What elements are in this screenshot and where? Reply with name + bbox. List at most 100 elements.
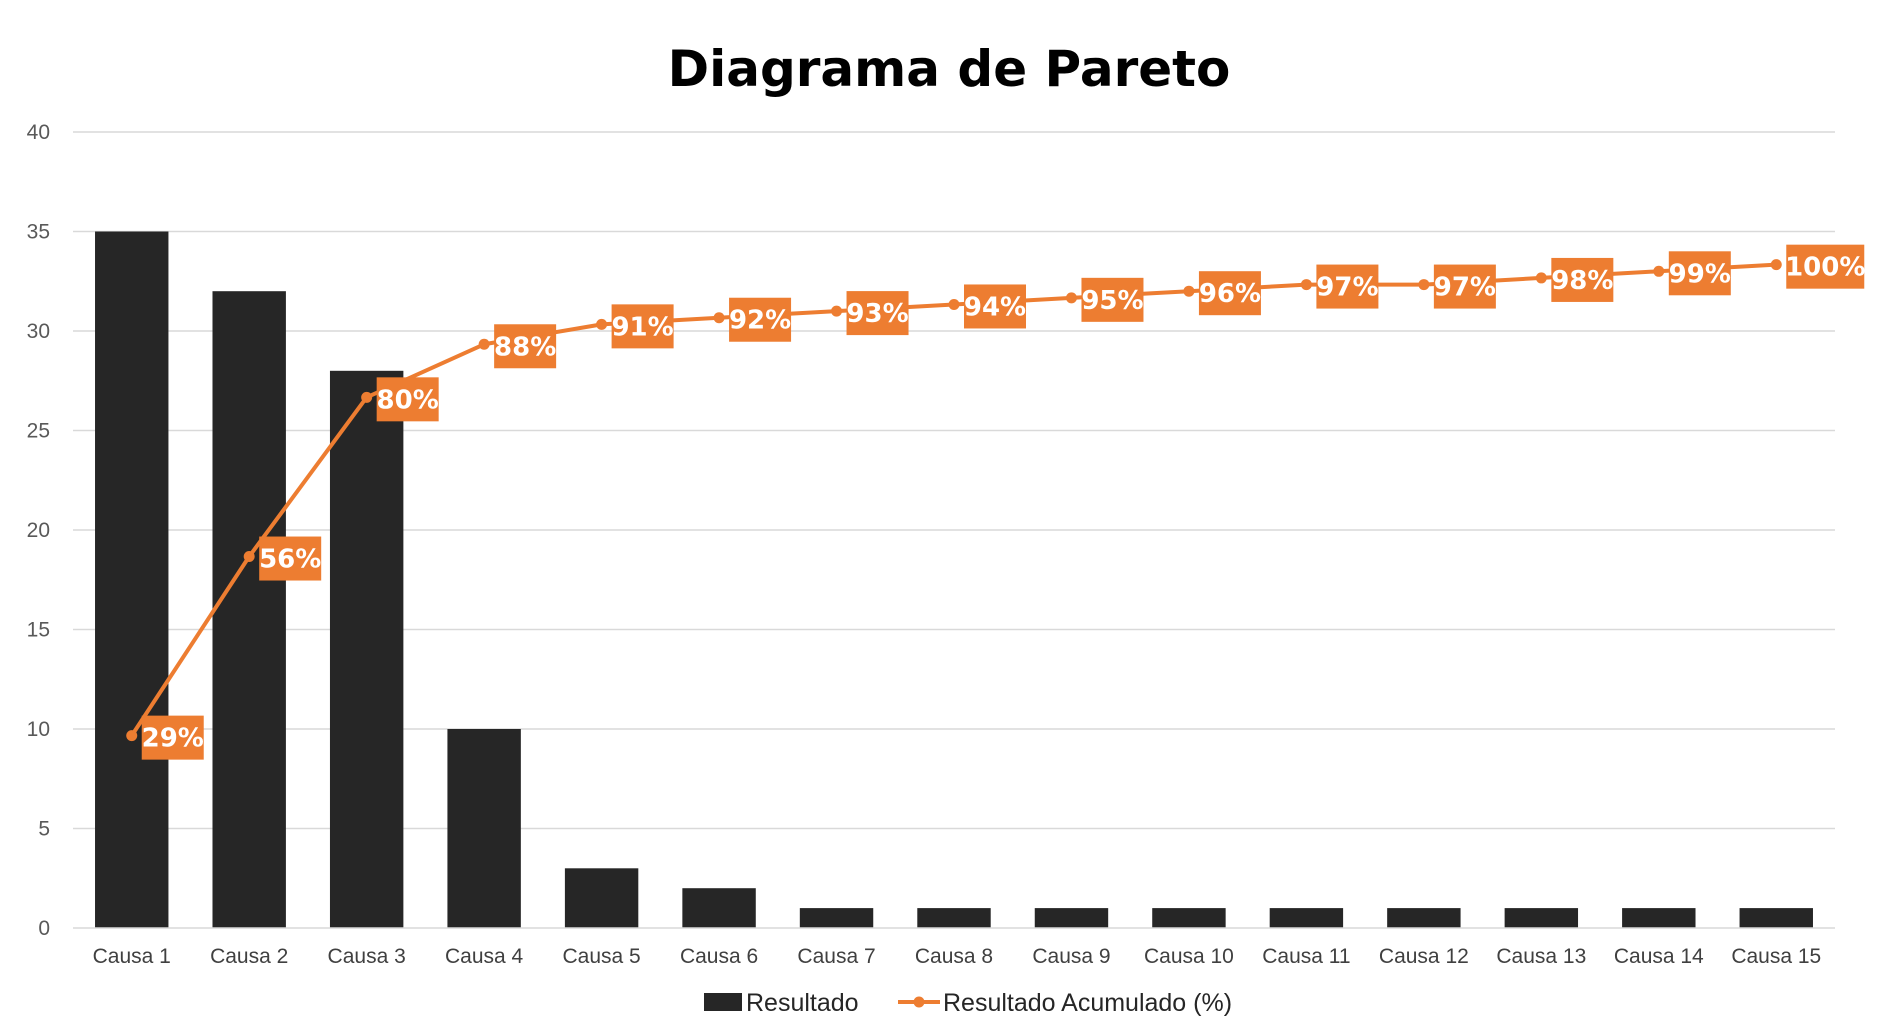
data-label-11: 97% (1316, 264, 1379, 309)
bar-9 (1034, 908, 1109, 928)
data-label-4: 88% (494, 324, 557, 369)
x-tick-label: Causa 7 (797, 945, 875, 968)
line-point-6 (713, 312, 725, 324)
data-label-box (964, 284, 1026, 329)
data-label-text: 96% (1199, 279, 1261, 309)
data-label-text: 97% (1434, 273, 1496, 303)
line-point-13 (1535, 272, 1547, 284)
data-label-3: 80% (376, 377, 439, 422)
data-label-text: 80% (377, 385, 439, 415)
data-label-box (376, 377, 439, 422)
line-point-8 (948, 298, 960, 310)
x-tick-label: Causa 9 (1032, 945, 1110, 968)
x-tick-label: Causa 15 (1731, 945, 1821, 968)
bar-13 (1504, 908, 1579, 928)
data-label-text: 94% (964, 292, 1026, 322)
data-label-box (1551, 257, 1614, 302)
bar-6 (682, 888, 756, 928)
line-point-2 (243, 551, 255, 563)
data-label-box (729, 297, 792, 342)
data-label-5: 91% (611, 304, 674, 349)
x-tick-label: Causa 10 (1144, 945, 1234, 968)
y-tick-label: 30 (27, 320, 50, 343)
x-tick-label: Causa 4 (445, 945, 524, 968)
legend: Resultado Resultado Acumulado (%) (704, 989, 1232, 1017)
y-tick-label: 35 (27, 221, 50, 244)
bar-3 (329, 370, 404, 928)
line-point-12 (1418, 279, 1430, 291)
bar-2 (212, 291, 286, 928)
bar-12 (1387, 908, 1461, 928)
data-label-15: 100% (1785, 244, 1865, 289)
y-tick-label: 15 (27, 619, 50, 642)
y-tick-label: 20 (27, 519, 50, 542)
y-axis-ticks: 0 5 10 15 20 25 30 35 40 (27, 121, 50, 940)
line-point-14 (1653, 265, 1665, 277)
data-label-box (1668, 251, 1731, 296)
bar-1 (95, 231, 169, 928)
bar-11 (1269, 908, 1344, 928)
x-tick-label: Causa 11 (1262, 945, 1350, 968)
data-label-text: 88% (494, 332, 556, 362)
bar-10 (1152, 908, 1226, 928)
data-label-text: 99% (1669, 259, 1731, 289)
line-point-10 (1183, 285, 1195, 297)
data-label-2: 56% (259, 536, 322, 581)
data-label-1: 29% (141, 715, 204, 760)
data-label-text: 98% (1551, 266, 1613, 296)
data-label-box (1198, 271, 1261, 316)
x-tick-label: Causa 14 (1614, 945, 1704, 968)
data-label-text: 56% (259, 545, 321, 575)
y-tick-label: 40 (27, 121, 50, 144)
bar-4 (447, 729, 521, 928)
data-label-box (846, 291, 909, 336)
data-label-text: 29% (142, 724, 204, 754)
data-label-8: 94% (964, 284, 1026, 329)
x-tick-label: Causa 6 (680, 945, 758, 968)
bar-5 (564, 868, 639, 928)
data-label-box (1786, 244, 1865, 289)
y-tick-label: 0 (38, 917, 50, 940)
data-label-text: 91% (611, 312, 673, 342)
bar-14 (1622, 908, 1696, 928)
legend-swatch-marker (913, 996, 925, 1008)
line-point-5 (596, 318, 608, 330)
x-tick-label: Causa 12 (1379, 945, 1469, 968)
bar-7 (799, 908, 874, 928)
x-tick-label: Causa 2 (210, 945, 288, 968)
line-point-11 (1300, 279, 1312, 291)
data-label-box (141, 715, 204, 760)
x-tick-label: Causa 8 (915, 945, 993, 968)
line-point-1 (126, 730, 138, 742)
data-label-text: 100% (1785, 253, 1865, 283)
line-point-4 (478, 338, 490, 350)
data-label-12: 97% (1433, 264, 1496, 309)
x-axis: Causa 1 Causa 2 Causa 3 Causa 4 Causa 5 Causa… (73, 927, 1835, 968)
data-label-14: 99% (1668, 251, 1731, 296)
data-label-box (1081, 277, 1144, 322)
y-tick-label: 10 (27, 718, 50, 741)
x-tick-label: Causa 1 (93, 945, 171, 968)
data-label-text: 95% (1081, 286, 1143, 316)
data-label-box (1316, 264, 1379, 309)
data-label-box (1433, 264, 1496, 309)
bar-15 (1739, 908, 1813, 928)
data-label-7: 93% (846, 291, 909, 336)
data-label-box (259, 536, 322, 581)
data-label-box (611, 304, 674, 349)
y-tick-label: 5 (38, 818, 50, 841)
legend-label-line: Resultado Acumulado (%) (943, 989, 1232, 1017)
y-tick-label: 25 (27, 420, 50, 443)
legend-label-bar: Resultado (746, 989, 859, 1017)
data-label-10: 96% (1198, 271, 1261, 316)
line-point-15 (1770, 259, 1782, 271)
chart-title: Diagrama de Pareto (668, 40, 1231, 98)
data-label-box (494, 324, 557, 369)
line-point-3 (361, 391, 373, 403)
data-label-text: 92% (729, 306, 791, 336)
x-tick-label: Causa 13 (1496, 945, 1586, 968)
data-label-9: 95% (1081, 277, 1144, 322)
data-label-text: 93% (846, 299, 908, 329)
data-label-text: 97% (1316, 273, 1378, 303)
